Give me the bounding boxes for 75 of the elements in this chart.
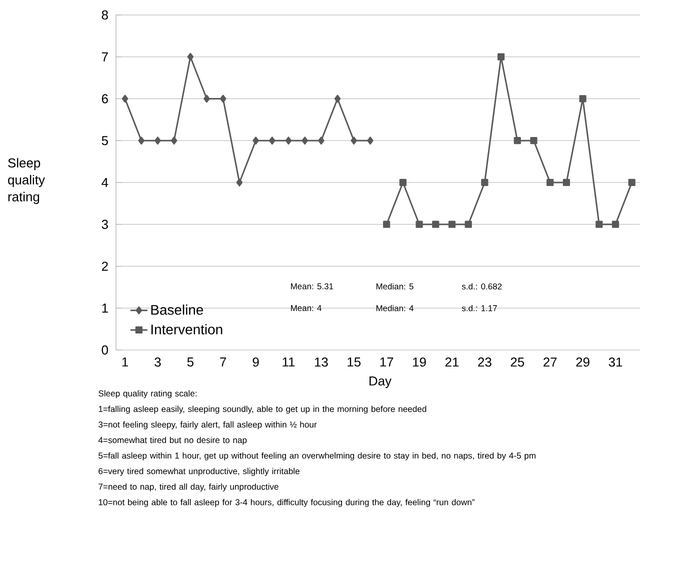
point [367,136,374,145]
point [628,178,636,186]
annotation: Median: 5 [376,283,414,290]
x-tick-label: 5 [187,358,194,367]
y-tick-label: 2 [102,262,108,271]
y-tick-label: 5 [102,136,108,146]
point [302,136,308,145]
point [432,220,440,228]
x-tick-label: 19 [413,358,426,367]
text: 5=fall asleep within 1 hour, get up without feeling an overwhelming desire to stay in bed, no naps, tired by 4-5 pm [98,452,536,460]
point [383,220,390,228]
y-tick-label: 3 [102,220,108,229]
x-tick-label: 21 [445,358,459,367]
x-tick-label: 29 [576,358,590,367]
point [350,136,358,145]
point [252,136,259,145]
point [464,220,472,228]
point [204,94,210,103]
y-tick-label: 4 [102,178,108,187]
point [154,136,161,145]
point [612,220,620,228]
text: 1=falling asleep easily, sleeping soundly, able to get up in the morning before needed [98,406,426,414]
text: 3=not feeling sleepy, fairly alert, fall asleep within ½ hour [98,421,317,430]
x-tick-label: 31 [608,358,622,367]
legend-label: Baseline [151,304,204,315]
text: 4=somewhat tired but no desire to nap [98,436,247,445]
point [269,136,276,145]
x-tick-label: 7 [220,358,226,366]
point [448,220,456,228]
point [579,95,586,102]
text: 10=not being able to fall asleep for 3-4 hours, difficulty focusing during the day, feeling “run down” [98,498,474,507]
annotation: Median: 4 [376,304,414,312]
point [530,137,538,144]
annotation: Mean: 4 [291,305,322,312]
legend-label: Intervention [151,324,222,334]
x-tick-label: 3 [154,358,161,367]
point [285,136,292,145]
point [187,52,194,61]
x-tick-label: 9 [252,358,259,367]
y-tick-label: 7 [102,52,108,62]
point [122,94,128,103]
point [170,136,178,145]
point [318,136,324,145]
x-tick-label: 13 [314,358,328,367]
text: 6=very tired somewhat unproductive, slightly irritable [98,468,300,476]
x-tick-label: 1 [122,358,128,366]
annotation: Mean: 5.31 [291,283,334,290]
point [497,53,505,60]
y-tick-label: 1 [102,304,108,313]
x-tick-label: 27 [544,358,557,367]
point [546,178,554,186]
x-tick-label: 15 [348,358,361,367]
point [399,178,406,186]
x-tick-label: 17 [380,358,394,366]
y-tick-label: 8 [102,10,108,20]
point [138,136,144,145]
point [236,178,243,186]
point [220,94,226,103]
text: 7=need to nap, tired all day, fairly unproductive [98,483,278,492]
x-tick-label: 11 [282,358,295,366]
text: Sleep quality rating scale: [98,390,196,398]
y-tick-label: 6 [102,94,108,104]
annotation: s.d.: 0.682 [462,283,502,290]
x-tick-label: 23 [478,358,492,367]
y-axis-title: Sleep quality rating [8,158,45,204]
x-axis-title: Day [370,376,392,388]
x-tick-label: 25 [510,358,524,367]
point [596,220,603,228]
point [334,94,341,103]
point [514,137,521,144]
point [416,220,423,228]
annotation: s.d.: 1.17 [462,304,497,312]
point [481,178,488,186]
point [562,178,570,186]
y-tick-label: 0 [102,345,108,355]
